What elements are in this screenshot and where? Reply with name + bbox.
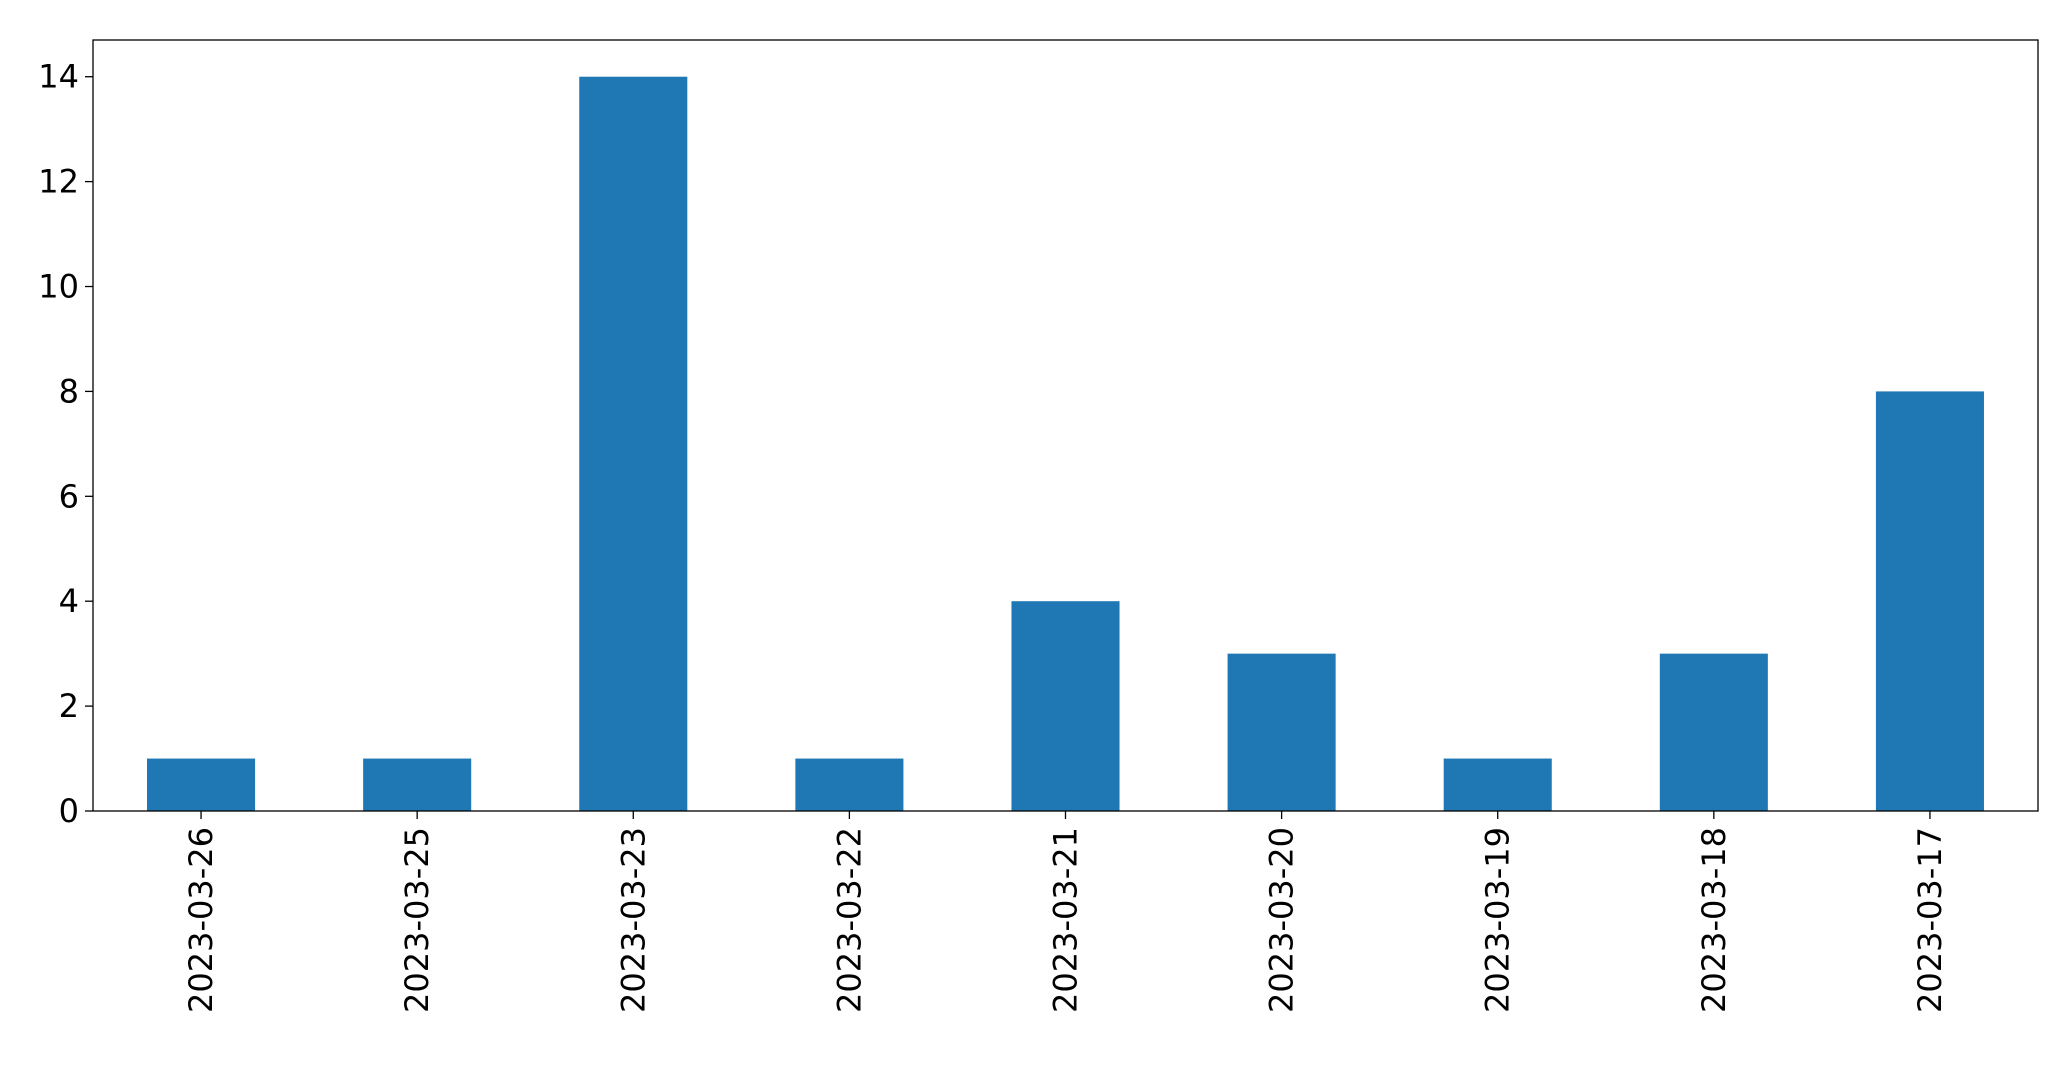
bar-2023-03-22 [795, 758, 904, 811]
x-tick-label: 2023-03-25 [398, 827, 436, 1013]
bar-2023-03-19 [1443, 758, 1552, 811]
bar-2023-03-25 [363, 758, 472, 811]
x-tick-label: 2023-03-19 [1479, 827, 1517, 1013]
y-tick-label: 8 [59, 372, 79, 410]
y-tick-label: 4 [59, 582, 79, 620]
x-tick-label: 2023-03-26 [182, 827, 220, 1013]
bars-layer [147, 76, 1984, 811]
x-tick-label: 2023-03-21 [1047, 827, 1085, 1013]
x-tick-label: 2023-03-18 [1695, 827, 1733, 1013]
y-tick-label: 2 [59, 687, 79, 725]
bar-2023-03-21 [1011, 601, 1120, 811]
x-axis: 2023-03-26 2023-03-25 2023-03-23 2023-03-22… [182, 811, 1949, 1013]
y-tick-label: 6 [59, 477, 79, 515]
y-tick-label: 0 [59, 792, 79, 830]
bar-2023-03-23 [579, 76, 688, 811]
x-tick-label: 2023-03-17 [1911, 827, 1949, 1013]
x-tick-label: 2023-03-23 [614, 827, 652, 1013]
bar-2023-03-18 [1659, 653, 1768, 811]
bar-2023-03-20 [1227, 653, 1336, 811]
y-tick-label: 10 [38, 268, 79, 306]
plot-frame [92, 39, 2039, 812]
bar-2023-03-17 [1875, 391, 1984, 811]
y-tick-label: 14 [38, 58, 79, 96]
x-tick-label: 2023-03-22 [830, 827, 868, 1013]
y-axis: 0 2 4 6 8 10 12 14 [38, 58, 93, 830]
bar-2023-03-26 [147, 758, 256, 811]
x-tick-label: 2023-03-20 [1263, 827, 1301, 1013]
y-tick-label: 12 [38, 163, 79, 201]
